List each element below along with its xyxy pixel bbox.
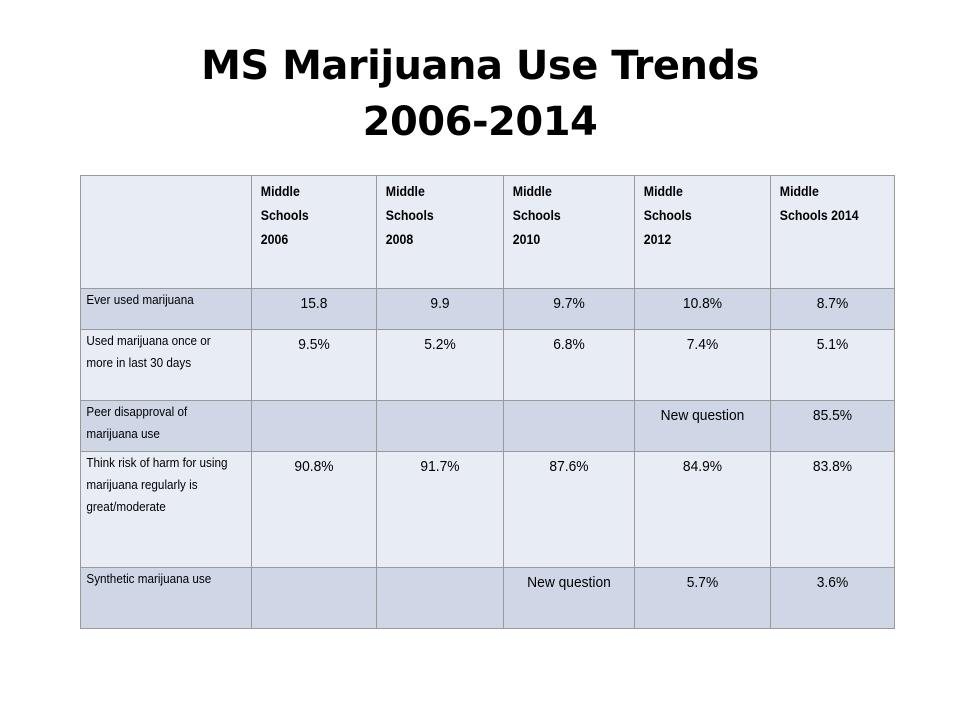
slide-title-line1: MS Marijuana Use Trends	[201, 43, 759, 89]
table-cell: 15.8	[251, 288, 377, 330]
table-cell	[376, 567, 504, 629]
row-label: Ever used marijuana	[80, 288, 252, 330]
table-cell: 5.1%	[770, 329, 895, 401]
header-cell-2010: Middle Schools 2010	[503, 175, 635, 289]
table-cell: 9.5%	[251, 329, 377, 401]
table-cell: 9.9	[376, 288, 504, 330]
table-header-row: Middle Schools 2006 Middle Schools 2008 …	[80, 175, 895, 289]
table-cell: 87.6%	[503, 451, 635, 568]
table-cell: 8.7%	[770, 288, 895, 330]
table-row: Used marijuana once or more in last 30 d…	[80, 329, 895, 401]
header-cell-2014: Middle Schools 2014	[770, 175, 895, 289]
header-cell-2006: Middle Schools 2006	[251, 175, 377, 289]
table-cell	[376, 400, 504, 452]
table-row: Synthetic marijuana use New question 5.7…	[80, 567, 895, 629]
header-cell-empty	[80, 175, 252, 289]
table-cell: 90.8%	[251, 451, 377, 568]
slide-title-line2: 2006-2014	[362, 99, 598, 145]
row-label: Used marijuana once or more in last 30 d…	[80, 329, 252, 401]
table-row: Ever used marijuana 15.8 9.9 9.7% 10.8% …	[80, 288, 895, 330]
table-cell: 6.8%	[503, 329, 635, 401]
row-label: Peer disapproval of marijuana use	[80, 400, 252, 452]
table-row: Peer disapproval of marijuana use New qu…	[80, 400, 895, 452]
table-cell: New question	[503, 567, 635, 629]
table-cell: 3.6%	[770, 567, 895, 629]
table-cell	[503, 400, 635, 452]
table-cell: 91.7%	[376, 451, 504, 568]
table-cell: 9.7%	[503, 288, 635, 330]
row-label: Think risk of harm for using marijuana r…	[80, 451, 252, 568]
table-cell	[251, 567, 377, 629]
table-cell: 84.9%	[634, 451, 771, 568]
slide-title: MS Marijuana Use Trends 2006-2014	[0, 38, 960, 150]
table-cell: 7.4%	[634, 329, 771, 401]
table-cell: 10.8%	[634, 288, 771, 330]
trends-table: Middle Schools 2006 Middle Schools 2008 …	[80, 175, 895, 629]
table-cell: 85.5%	[770, 400, 895, 452]
table-cell: New question	[634, 400, 771, 452]
row-label: Synthetic marijuana use	[80, 567, 252, 629]
table-cell: 5.2%	[376, 329, 504, 401]
header-cell-2012: Middle Schools 2012	[634, 175, 771, 289]
table-cell: 83.8%	[770, 451, 895, 568]
table-cell: 5.7%	[634, 567, 771, 629]
table-row: Think risk of harm for using marijuana r…	[80, 451, 895, 568]
table-cell	[251, 400, 377, 452]
header-cell-2008: Middle Schools 2008	[376, 175, 504, 289]
